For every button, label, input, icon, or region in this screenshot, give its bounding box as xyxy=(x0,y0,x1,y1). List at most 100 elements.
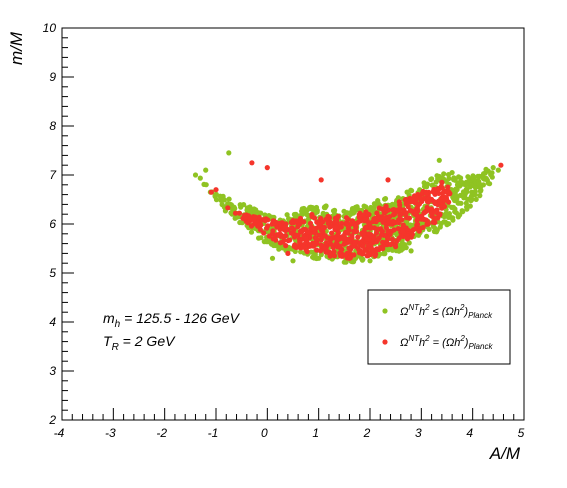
green-point xyxy=(449,170,455,176)
green-point xyxy=(464,206,470,212)
green-point xyxy=(455,180,461,187)
red-point xyxy=(298,218,304,224)
red-point xyxy=(303,235,309,242)
green-point xyxy=(441,219,447,225)
green-point xyxy=(226,150,232,156)
green-point xyxy=(197,175,203,181)
red-point xyxy=(337,243,343,249)
red-point xyxy=(416,228,422,234)
green-point xyxy=(450,204,456,210)
red-point xyxy=(444,188,450,194)
legend-box xyxy=(367,289,511,365)
green-point xyxy=(441,171,447,177)
legend-green-h: h xyxy=(419,306,425,318)
red-point xyxy=(380,239,386,245)
red-point xyxy=(251,217,257,223)
red-point xyxy=(446,199,452,205)
annotation-reheat-temp-sub: R xyxy=(112,342,119,353)
legend: ΩNTh2 ≤ (Ωh2)Planck ΩNTh2 = (Ωh2)Planck xyxy=(367,289,511,365)
red-point xyxy=(282,225,288,231)
green-point xyxy=(237,219,243,226)
red-point xyxy=(410,196,416,203)
red-point xyxy=(346,238,352,244)
red-point xyxy=(322,245,328,252)
green-point xyxy=(269,255,276,261)
red-point xyxy=(277,240,283,246)
legend-red-sup1: NT xyxy=(408,334,420,343)
x-tick-label: -3 xyxy=(105,426,116,440)
x-tick-label: 5 xyxy=(518,426,525,440)
green-point xyxy=(312,208,318,214)
green-point xyxy=(434,173,440,179)
red-point xyxy=(266,233,272,239)
red-point xyxy=(307,220,314,226)
green-point xyxy=(234,214,240,220)
green-point xyxy=(463,200,469,206)
legend-green-sup1: NT xyxy=(408,303,420,312)
annotation-reheat-temp: TR = 2 GeV xyxy=(103,333,176,353)
red-point xyxy=(430,189,436,195)
red-point xyxy=(445,184,451,190)
red-point xyxy=(391,227,397,233)
legend-red-sup2: 2 xyxy=(424,334,430,343)
y-tick-label: 10 xyxy=(43,21,57,35)
red-point xyxy=(352,240,358,246)
red-point xyxy=(425,221,431,227)
red-point xyxy=(436,190,442,196)
red-point xyxy=(314,247,320,253)
green-point xyxy=(192,172,199,178)
green-point xyxy=(256,235,262,241)
red-point xyxy=(297,228,304,234)
green-point xyxy=(487,181,493,187)
red-point xyxy=(441,194,447,200)
green-point xyxy=(203,167,209,173)
red-point xyxy=(363,224,369,230)
green-point xyxy=(248,229,255,235)
green-point xyxy=(286,216,292,222)
red-point xyxy=(241,212,248,218)
red-point xyxy=(498,162,504,168)
green-point xyxy=(312,252,318,258)
green-point xyxy=(450,194,456,200)
red-point xyxy=(283,233,289,239)
green-point xyxy=(453,210,459,216)
red-point xyxy=(372,253,378,259)
red-point xyxy=(432,215,438,221)
red-point xyxy=(328,241,334,247)
red-point xyxy=(404,236,411,242)
red-point xyxy=(374,239,380,245)
red-point xyxy=(362,216,368,222)
green-point xyxy=(480,175,486,182)
green-point xyxy=(219,201,225,208)
red-point xyxy=(213,187,219,193)
red-point xyxy=(337,253,344,259)
red-point xyxy=(432,200,438,206)
green-point xyxy=(401,243,407,249)
x-tick-label: 0 xyxy=(261,426,268,440)
annotation-higgs-mass-main: m xyxy=(103,310,115,326)
red-point xyxy=(348,221,354,227)
red-point xyxy=(327,251,333,257)
legend-marker-red xyxy=(382,339,388,345)
red-point xyxy=(397,205,403,211)
red-point xyxy=(414,217,420,224)
y-axis-title: m/M xyxy=(7,31,26,65)
red-point xyxy=(419,213,425,219)
green-point xyxy=(220,193,226,199)
red-point xyxy=(293,218,299,224)
green-point xyxy=(358,255,365,261)
red-point xyxy=(387,214,393,220)
red-point xyxy=(297,239,303,245)
legend-red-sup3: 2 xyxy=(459,334,465,343)
red-point xyxy=(398,233,404,239)
red-point xyxy=(385,228,391,235)
red-point xyxy=(432,209,438,215)
red-point xyxy=(247,216,253,222)
green-point xyxy=(454,187,460,193)
red-point xyxy=(340,234,346,240)
red-point xyxy=(423,209,429,215)
red-point xyxy=(323,216,329,222)
green-point xyxy=(382,196,389,202)
